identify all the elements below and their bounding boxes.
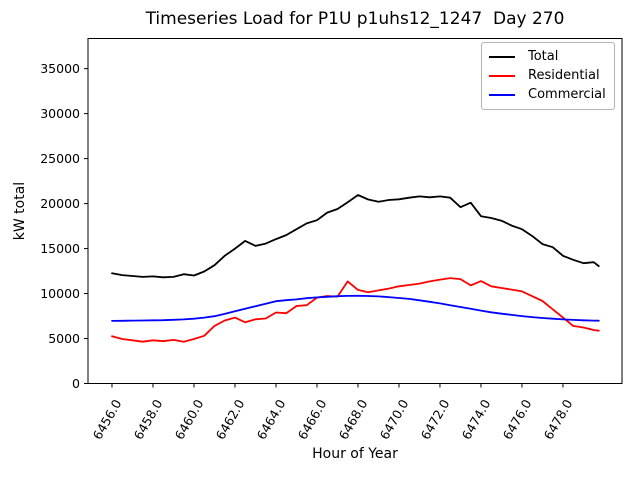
x-axis-label: Hour of Year bbox=[312, 446, 398, 462]
legend-line-icon bbox=[489, 94, 515, 97]
y-tick-label: 5000 bbox=[48, 331, 80, 347]
series-line-total bbox=[111, 194, 600, 279]
legend-item-total: Total bbox=[489, 49, 606, 65]
y-tick-label: 0 bbox=[72, 376, 80, 391]
y-tick-label: 20000 bbox=[40, 196, 80, 212]
y-tick-label: 35000 bbox=[40, 61, 80, 77]
y-tick-label: 10000 bbox=[40, 286, 80, 302]
chart-title: Timeseries Load for P1U p1uhs12_1247 Day… bbox=[145, 9, 565, 29]
legend-item-residential: Residential bbox=[489, 68, 606, 84]
y-tick-label: 30000 bbox=[40, 106, 80, 122]
legend: Total Residential Commercial bbox=[481, 42, 615, 110]
legend-line-icon bbox=[489, 55, 515, 58]
legend-label: Residential bbox=[528, 67, 600, 83]
legend-label: Total bbox=[528, 48, 559, 64]
legend-label: Commercial bbox=[528, 87, 606, 103]
series-line-commercial bbox=[111, 294, 600, 322]
legend-line-icon bbox=[489, 74, 515, 77]
y-tick-label: 25000 bbox=[40, 151, 80, 167]
y-tick-label: 15000 bbox=[40, 241, 80, 257]
plot-border bbox=[87, 38, 623, 384]
legend-item-commercial: Commercial bbox=[489, 87, 606, 103]
series-line-residential bbox=[111, 277, 600, 343]
